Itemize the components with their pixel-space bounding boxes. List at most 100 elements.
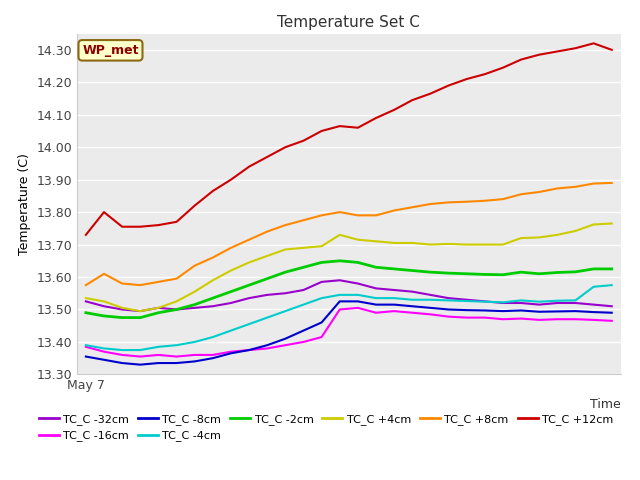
TC_C +12cm [590,40,598,46]
TC_C -4cm [282,308,289,314]
TC_C -16cm [300,339,307,345]
TC_C +4cm [300,245,307,251]
TC_C -2cm [608,266,616,272]
TC_C +4cm [408,240,416,246]
TC_C -2cm [354,260,362,265]
TC_C +4cm [517,235,525,241]
TC_C -4cm [264,315,271,321]
TC_C +12cm [82,232,90,238]
TC_C -32cm [590,302,598,308]
TC_C +8cm [408,204,416,210]
TC_C -4cm [445,298,452,303]
TC_C -4cm [354,292,362,298]
TC_C +12cm [173,219,180,225]
TC_C -32cm [300,287,307,293]
TC_C +4cm [608,221,616,227]
TC_C +8cm [154,279,162,285]
TC_C +8cm [463,199,470,204]
TC_C +4cm [264,253,271,259]
TC_C -8cm [118,360,126,366]
TC_C +4cm [463,242,470,248]
TC_C +4cm [118,305,126,311]
TC_C -16cm [317,334,325,340]
TC_C +4cm [154,305,162,311]
TC_C -2cm [100,313,108,319]
TC_C -4cm [227,328,235,334]
TC_C +4cm [372,239,380,244]
TC_C +12cm [136,224,144,229]
TC_C +12cm [100,209,108,215]
TC_C +8cm [264,228,271,234]
TC_C +8cm [336,209,344,215]
TC_C -4cm [173,342,180,348]
TC_C -2cm [390,266,398,272]
TC_C -32cm [535,302,543,308]
TC_C +4cm [82,295,90,301]
TC_C +4cm [535,235,543,240]
TC_C -2cm [372,264,380,270]
TC_C +4cm [227,268,235,274]
TC_C +4cm [590,222,598,228]
TC_C +8cm [282,222,289,228]
TC_C -4cm [336,292,344,298]
TC_C -2cm [191,302,198,308]
TC_C +12cm [282,144,289,150]
TC_C -4cm [608,282,616,288]
TC_C +12cm [608,47,616,53]
TC_C -2cm [590,266,598,272]
TC_C -8cm [300,328,307,334]
TC_C +8cm [517,192,525,197]
TC_C -2cm [463,271,470,276]
TC_C -16cm [264,346,271,351]
TC_C -16cm [136,354,144,360]
TC_C +12cm [227,177,235,182]
TC_C +12cm [426,91,434,96]
TC_C -16cm [154,352,162,358]
TC_C -32cm [336,277,344,283]
TC_C -32cm [118,307,126,312]
TC_C -8cm [264,342,271,348]
TC_C -4cm [426,297,434,302]
TC_C -8cm [100,357,108,363]
Line: TC_C -2cm: TC_C -2cm [86,261,612,318]
TC_C -32cm [100,303,108,309]
TC_C +12cm [481,72,489,77]
TC_C +4cm [209,277,216,283]
TC_C +12cm [300,138,307,144]
TC_C -8cm [372,302,380,308]
TC_C +12cm [317,128,325,134]
TC_C -8cm [390,302,398,308]
TC_C -4cm [390,295,398,301]
TC_C -2cm [317,260,325,265]
TC_C -2cm [300,264,307,270]
TC_C -8cm [336,299,344,304]
TC_C -32cm [136,308,144,314]
TC_C -2cm [535,271,543,276]
Text: Time: Time [590,398,621,411]
TC_C +8cm [118,281,126,287]
TC_C -16cm [245,347,253,353]
TC_C -32cm [82,299,90,304]
TC_C +12cm [517,57,525,62]
TC_C +4cm [572,228,579,234]
TC_C -8cm [82,354,90,360]
Line: TC_C -32cm: TC_C -32cm [86,280,612,311]
TC_C -16cm [535,317,543,323]
TC_C -8cm [227,350,235,356]
Line: TC_C -16cm: TC_C -16cm [86,308,612,357]
TC_C -8cm [572,308,579,314]
TC_C -16cm [517,316,525,322]
TC_C +12cm [572,45,579,51]
Y-axis label: Temperature (C): Temperature (C) [18,153,31,255]
TC_C +8cm [317,213,325,218]
TC_C +12cm [191,203,198,208]
TC_C +8cm [572,184,579,190]
TC_C -8cm [282,336,289,342]
TC_C -32cm [282,290,289,296]
TC_C -32cm [317,279,325,285]
TC_C +8cm [426,201,434,207]
TC_C -4cm [481,299,489,305]
TC_C +12cm [118,224,126,229]
Line: TC_C +12cm: TC_C +12cm [86,43,612,235]
TC_C -2cm [245,282,253,288]
